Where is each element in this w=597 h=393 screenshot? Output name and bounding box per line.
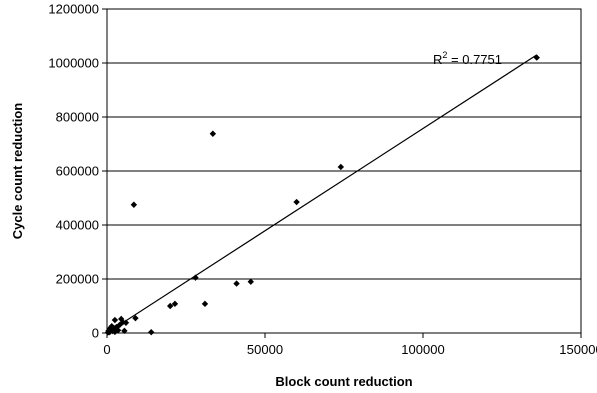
y-tick-label: 0 — [92, 326, 99, 341]
x-axis-title: Block count reduction — [275, 374, 412, 389]
x-tick-label: 150000 — [559, 342, 597, 357]
data-point-28 — [233, 280, 240, 287]
data-point-22 — [148, 328, 155, 336]
data-point-32 — [533, 54, 540, 61]
y-axis-title: Cycle count reduction — [10, 103, 25, 240]
trendline — [106, 54, 538, 334]
data-point-24 — [171, 300, 179, 308]
data-point-31 — [337, 163, 345, 171]
x-tick-label: 50000 — [247, 342, 283, 357]
data-point-21 — [132, 314, 139, 322]
y-tick-label: 1000000 — [48, 56, 99, 71]
y-tick-label: 1200000 — [48, 2, 99, 17]
y-tick-label: 200000 — [56, 272, 99, 287]
data-point-18 — [121, 327, 128, 335]
data-point-26 — [201, 300, 209, 308]
data-point-29 — [247, 278, 254, 285]
data-point-12 — [111, 316, 119, 324]
data-point-27 — [209, 130, 217, 137]
data-point-30 — [293, 198, 300, 206]
y-tick-label: 400000 — [56, 218, 99, 233]
x-tick-label: 100000 — [401, 342, 444, 357]
data-point-20 — [130, 201, 138, 208]
data-point-23 — [167, 302, 174, 310]
gridlines — [107, 8, 581, 280]
y-tick-label: 600000 — [56, 164, 99, 179]
data-point-7 — [108, 323, 115, 330]
data-point-19 — [122, 319, 130, 326]
data-points — [104, 54, 540, 336]
data-point-25 — [192, 274, 199, 281]
r-squared-label: R2 = 0.7751 — [433, 50, 502, 67]
x-axis-ticks: 0 50000 100000 150000 — [103, 333, 597, 357]
y-tick-label: 800000 — [56, 110, 99, 125]
x-tick-label: 0 — [103, 342, 110, 357]
y-axis-ticks: 0 200000 400000 600000 800000 1000000 1200000 — [48, 2, 107, 341]
data-point-14 — [114, 327, 122, 334]
